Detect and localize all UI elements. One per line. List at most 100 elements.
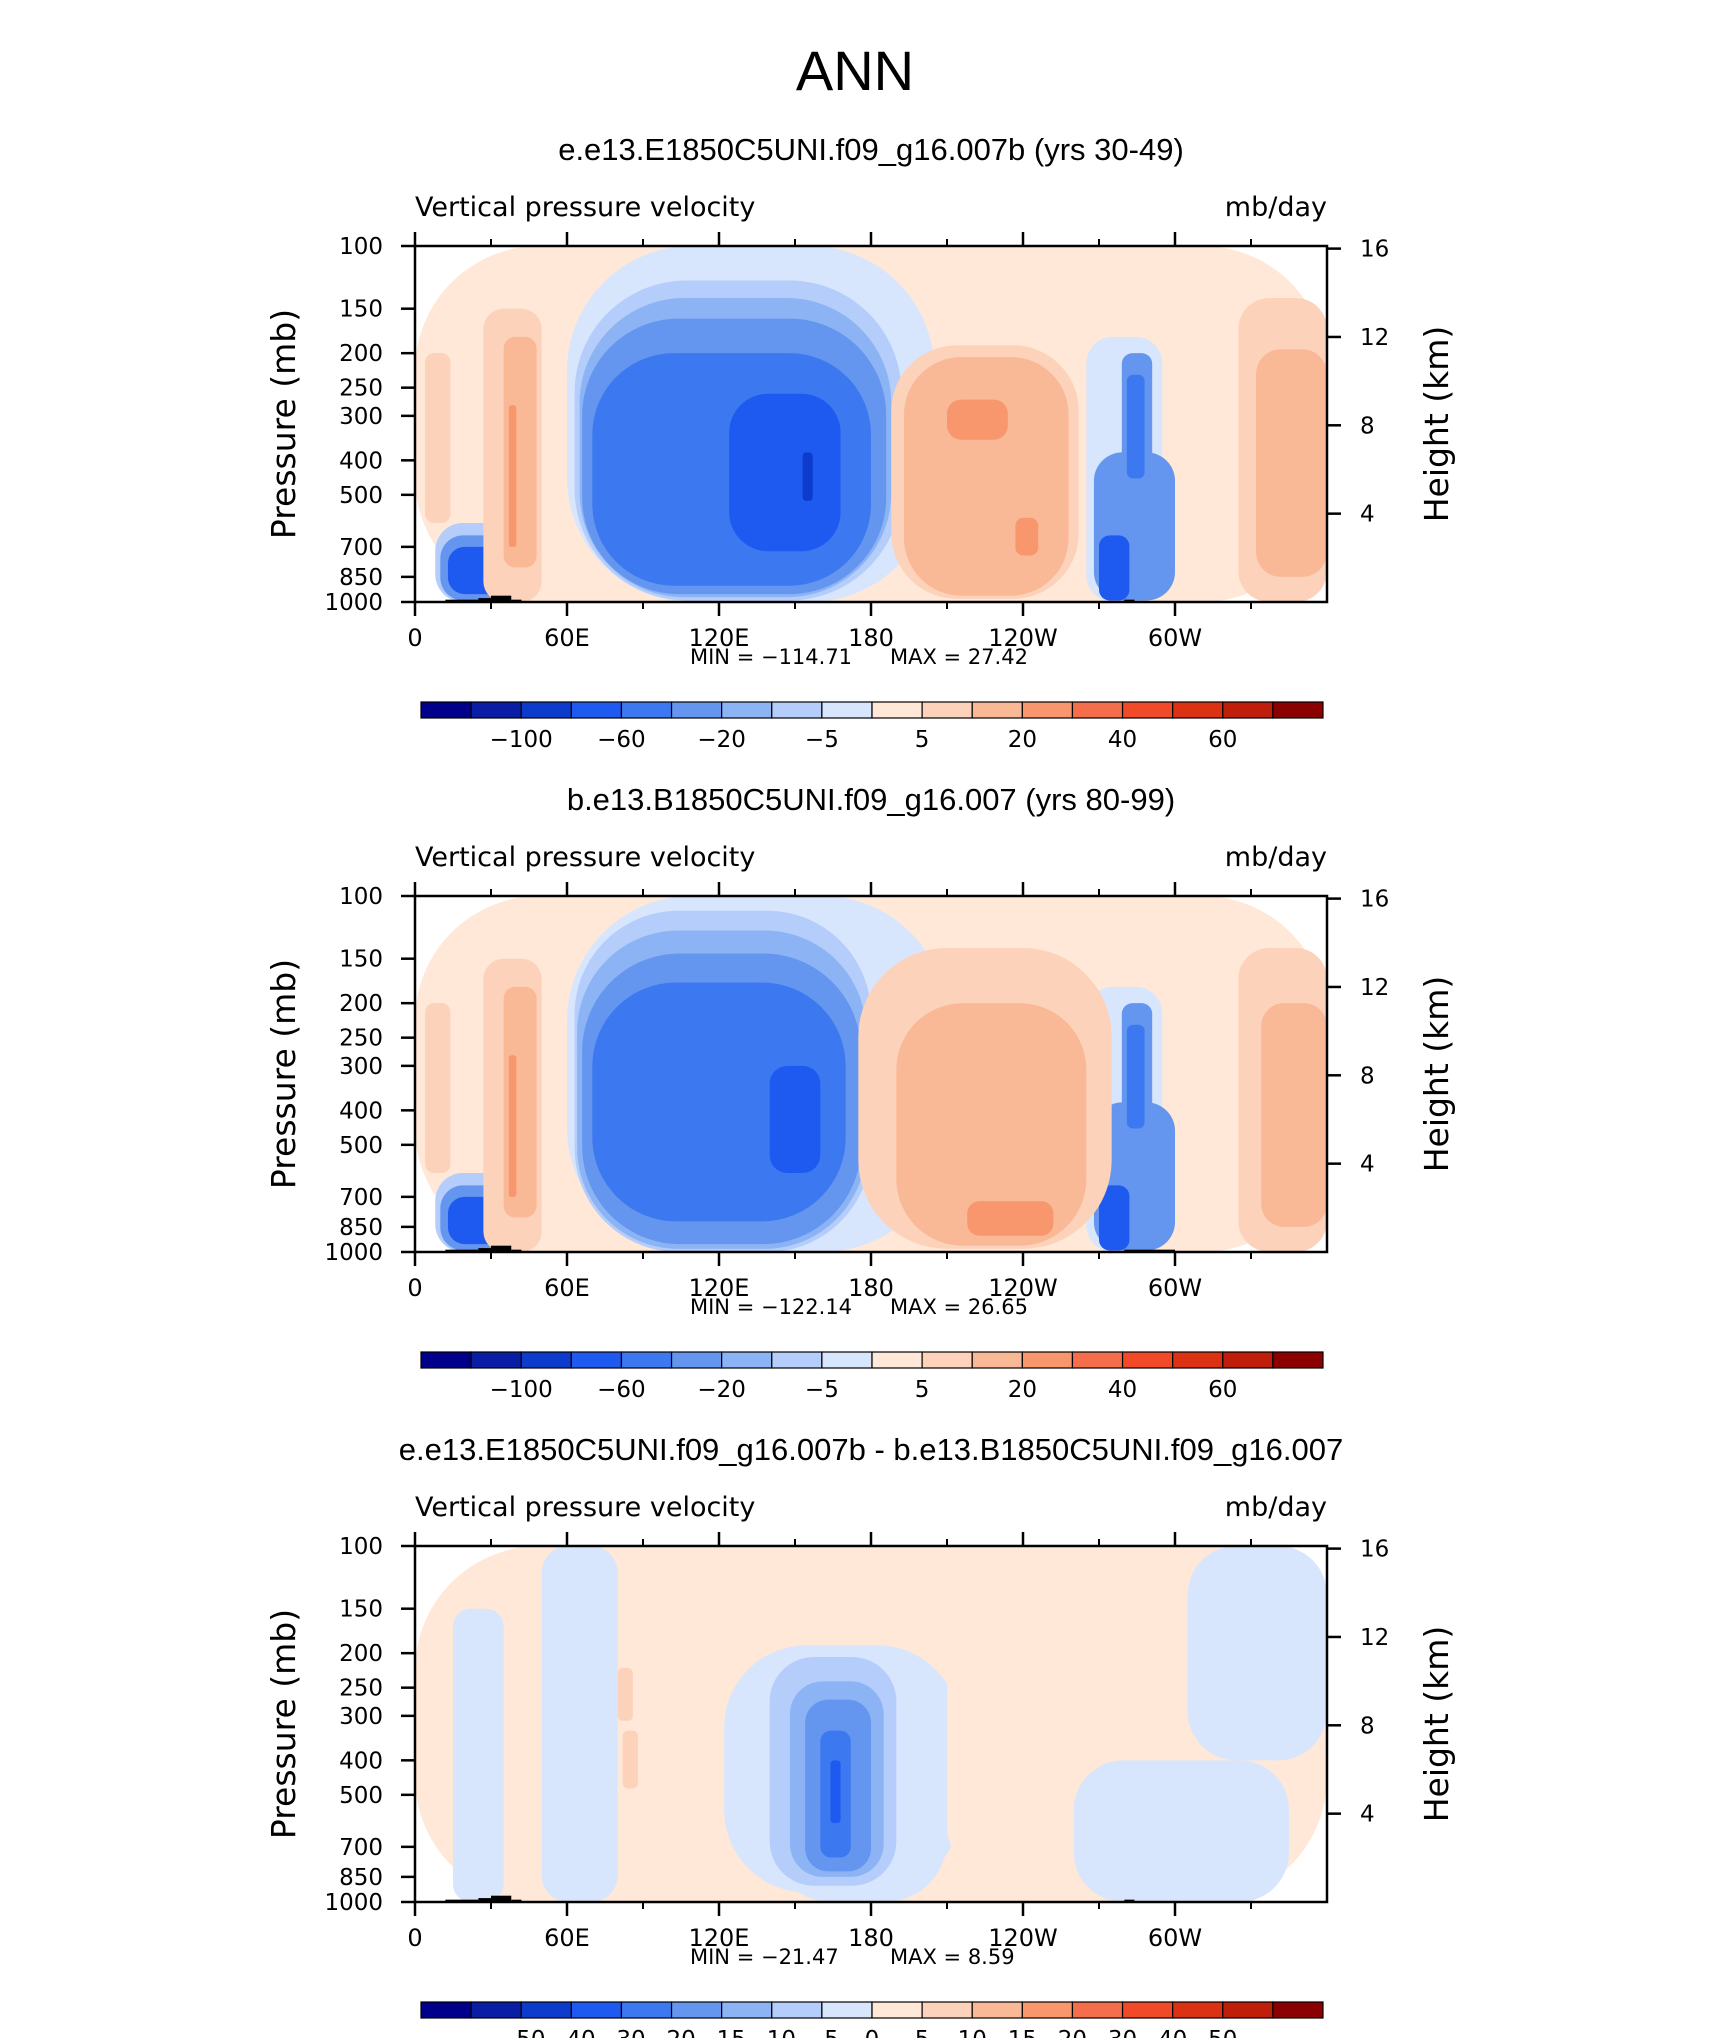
colorbar-label: 60 bbox=[1208, 727, 1237, 753]
y-tick-label: 1000 bbox=[324, 1890, 383, 1916]
y-tick-label: 150 bbox=[339, 947, 383, 973]
colorbar-swatch bbox=[470, 701, 522, 719]
colorbar-swatch bbox=[1021, 1351, 1074, 1369]
colorbar-swatch bbox=[1222, 1351, 1274, 1369]
colorbar-swatch bbox=[670, 2001, 723, 2019]
colorbar-label: 20 bbox=[1008, 727, 1037, 753]
x-tick-label: 0 bbox=[407, 1274, 422, 1302]
orography-mask bbox=[478, 1898, 491, 1902]
colorbar-label: −20 bbox=[647, 2027, 696, 2038]
panel-title: e.e13.E1850C5UNI.f09_g16.007b - b.e13.B1… bbox=[399, 1432, 1344, 1467]
y-tick-label: 850 bbox=[339, 1215, 383, 1241]
contour-region bbox=[1256, 349, 1327, 577]
y-tick-label: 700 bbox=[339, 1185, 383, 1211]
colorbar-label: −40 bbox=[547, 2027, 596, 2038]
colorbar-swatch bbox=[871, 701, 923, 719]
x-tick-label: 120W bbox=[988, 1924, 1058, 1952]
colorbar-label: −100 bbox=[490, 1377, 553, 1403]
colorbar: −100 −60 −20 −5 5 20 40 60 bbox=[420, 701, 1324, 753]
contour-region bbox=[1015, 517, 1039, 556]
contour-region bbox=[769, 1065, 821, 1174]
x-tick-label: 120E bbox=[689, 1274, 750, 1302]
colorbar-label: 40 bbox=[1158, 2027, 1187, 2038]
height-tick-label: 4 bbox=[1360, 1802, 1375, 1828]
contour-region bbox=[453, 1608, 504, 1902]
panel-title: e.e13.E1850C5UNI.f09_g16.007b (yrs 30-49… bbox=[558, 132, 1184, 167]
contour-region bbox=[947, 399, 1008, 440]
colorbar-label: −15 bbox=[697, 2027, 746, 2038]
x-tick-label: 180 bbox=[848, 1924, 894, 1952]
colorbar-label: −60 bbox=[597, 727, 646, 753]
max-value: MAX = 8.59 bbox=[890, 1945, 1015, 1969]
colorbar-swatch bbox=[771, 2001, 823, 2019]
colorbar-swatch bbox=[1222, 2001, 1274, 2019]
chart-panel-1: e.e13.E1850C5UNI.f09_g16.007b (yrs 30-49… bbox=[264, 132, 1456, 753]
colorbar-label: −60 bbox=[597, 1377, 646, 1403]
x-tick-label: 60W bbox=[1148, 1924, 1202, 1952]
page-title: ANN bbox=[796, 39, 914, 102]
x-tick-label: 0 bbox=[407, 1924, 422, 1952]
colorbar-swatch bbox=[721, 701, 773, 719]
x-tick-label: 180 bbox=[848, 624, 894, 652]
colorbar-swatch bbox=[771, 1351, 823, 1369]
contour-region bbox=[541, 1546, 618, 1902]
colorbar-label: 20 bbox=[1008, 1377, 1037, 1403]
colorbar-swatch bbox=[721, 1351, 773, 1369]
colorbar-swatch bbox=[971, 2001, 1023, 2019]
colorbar-swatch bbox=[1272, 2001, 1324, 2019]
y-tick-label: 100 bbox=[339, 884, 383, 910]
y-tick-label: 850 bbox=[339, 1865, 383, 1891]
y-tick-label: 500 bbox=[339, 1783, 383, 1809]
x-tick-label: 60E bbox=[544, 1274, 590, 1302]
colorbar-label: 0 bbox=[865, 2027, 880, 2038]
colorbar-swatch bbox=[821, 1351, 873, 1369]
contour-region bbox=[967, 1201, 1054, 1236]
orography-mask bbox=[478, 1248, 491, 1252]
y-tick-label: 150 bbox=[339, 1597, 383, 1623]
y-axis-label-right: Height (km) bbox=[1417, 976, 1456, 1173]
y-tick-label: 400 bbox=[339, 448, 383, 474]
colorbar-swatch bbox=[420, 2001, 472, 2019]
colorbar-swatch bbox=[1071, 2001, 1124, 2019]
panel-units: mb/day bbox=[1225, 1492, 1327, 1523]
colorbar-swatch bbox=[721, 2001, 773, 2019]
height-tick-label: 16 bbox=[1360, 1537, 1389, 1563]
contour-region bbox=[1261, 1003, 1327, 1227]
orography-mask bbox=[491, 1895, 512, 1902]
colorbar-swatch bbox=[1071, 1351, 1124, 1369]
colorbar-swatch bbox=[1172, 2001, 1224, 2019]
height-tick-label: 4 bbox=[1360, 1152, 1375, 1178]
contour-region bbox=[1126, 374, 1145, 479]
colorbar-swatch bbox=[620, 1351, 673, 1369]
min-value: MIN = −21.47 bbox=[690, 1945, 839, 1969]
height-tick-label: 16 bbox=[1360, 887, 1389, 913]
colorbar-swatch bbox=[821, 2001, 873, 2019]
y-axis-label: Pressure (mb) bbox=[264, 309, 303, 539]
colorbar-label: 40 bbox=[1108, 727, 1137, 753]
height-tick-label: 12 bbox=[1360, 975, 1389, 1001]
colorbar-swatch bbox=[1121, 2001, 1174, 2019]
colorbar-swatch bbox=[971, 701, 1023, 719]
contour-region bbox=[830, 1760, 841, 1824]
colorbar-label: −10 bbox=[748, 2027, 797, 2038]
colorbar-label: 5 bbox=[915, 727, 930, 753]
colorbar-swatch bbox=[821, 701, 873, 719]
y-tick-label: 400 bbox=[339, 1748, 383, 1774]
y-tick-label: 300 bbox=[339, 1054, 383, 1080]
y-tick-label: 100 bbox=[339, 234, 383, 260]
x-tick-label: 120W bbox=[988, 1274, 1058, 1302]
colorbar-swatch bbox=[971, 1351, 1023, 1369]
colorbar-swatch bbox=[771, 701, 823, 719]
colorbar-swatch bbox=[871, 1351, 923, 1369]
contour-region bbox=[503, 986, 537, 1218]
min-value: MIN = −114.71 bbox=[690, 645, 852, 669]
panel-units: mb/day bbox=[1225, 842, 1327, 873]
y-axis-label: Pressure (mb) bbox=[264, 1609, 303, 1839]
y-tick-label: 500 bbox=[339, 483, 383, 509]
panel-title: b.e13.B1850C5UNI.f09_g16.007 (yrs 80-99) bbox=[567, 782, 1175, 817]
y-tick-label: 700 bbox=[339, 535, 383, 561]
colorbar-swatch bbox=[871, 2001, 923, 2019]
height-tick-label: 8 bbox=[1360, 413, 1375, 439]
colorbar-swatch bbox=[570, 701, 623, 719]
min-value: MIN = −122.14 bbox=[690, 1295, 852, 1319]
